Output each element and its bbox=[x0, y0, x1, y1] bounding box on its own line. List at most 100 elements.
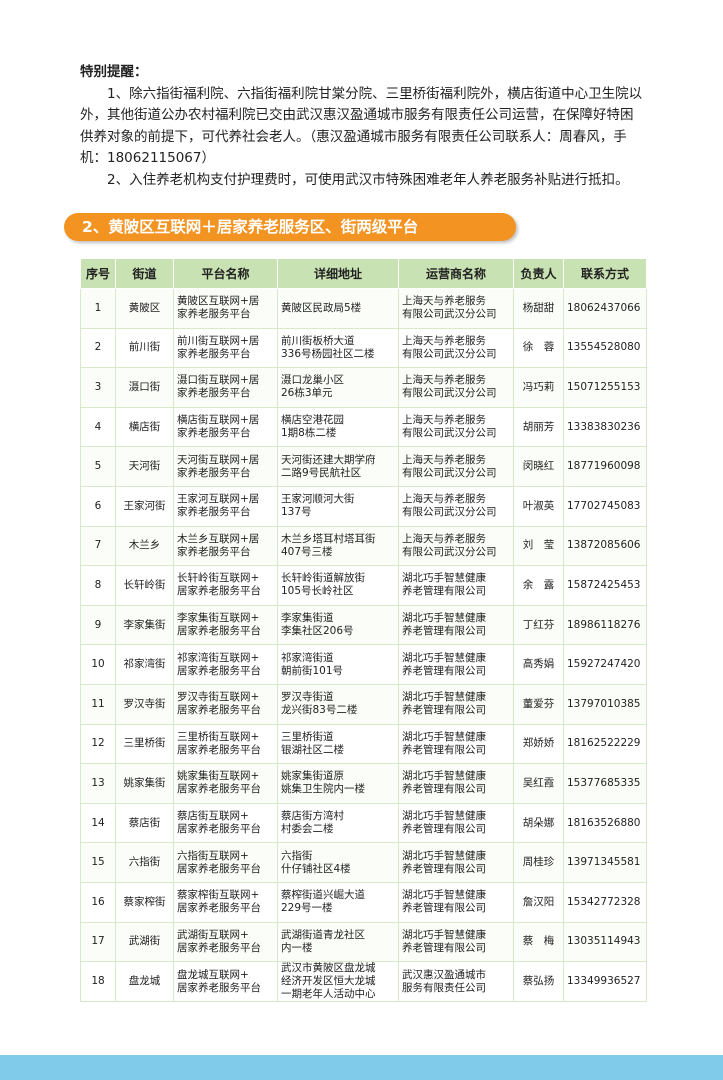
table-cell: 六指街 bbox=[115, 842, 174, 883]
cell-line: 17702745083 bbox=[567, 499, 641, 512]
table-cell: 胡朵娜 bbox=[513, 802, 564, 844]
cell-line: 横店街 bbox=[128, 420, 161, 433]
table-cell: 周桂珍 bbox=[513, 842, 564, 883]
cell-line: 村委会二楼 bbox=[281, 823, 334, 836]
table-cell: 6 bbox=[80, 485, 116, 527]
table-cell: 天河街互联网+居 家养老服务平台 bbox=[173, 446, 278, 487]
cell-line: 六指街 bbox=[128, 856, 161, 869]
table-cell: 湖北巧手智慧健康 养老管理有限公司 bbox=[398, 683, 514, 725]
table-cell: 横店街 bbox=[115, 406, 174, 448]
cell-line: 蔡店街互联网+ bbox=[177, 810, 249, 823]
table-cell: 12 bbox=[80, 723, 116, 765]
cell-line: 前川街互联网+居 bbox=[177, 334, 260, 347]
cell-line: 居家养老服务平台 bbox=[177, 585, 261, 598]
table-row: 15 六指街 六指街互联网+ 居家养老服务平台 六指街 什仔铺社区4楼 湖北巧手智慧健康 养老… bbox=[80, 842, 647, 883]
table-cell: 上海天与养老服务 有限公司武汉分公司 bbox=[398, 525, 514, 567]
table-row: 6 王家河街 王家河互联网+居 家养老服务平台 王家河顺河大街 137号 上海天与养老服务有… bbox=[80, 485, 647, 527]
cell-line: 养老管理有限公司 bbox=[402, 585, 486, 598]
table-cell: 木兰乡塔耳村塔耳街 407号三楼 bbox=[277, 525, 399, 567]
table-cell: 16 bbox=[80, 881, 116, 923]
cell-line: 家养老服务平台 bbox=[177, 427, 251, 440]
table-cell: 7 bbox=[80, 525, 116, 567]
table: 序号 街道 平台名称 详细地址 运营商名称 负责人 联系方式 1 黄陂区 黄陂区互联网+居 家养老… bbox=[80, 258, 647, 1003]
cell-line: 15377685335 bbox=[567, 776, 641, 789]
table-cell: 三里桥街道 银湖社区二楼 bbox=[277, 723, 399, 765]
cell-line: 居家养老服务平台 bbox=[177, 902, 261, 915]
header-row: 序号 街道 平台名称 详细地址 运营商名称 负责人 联系方式 bbox=[80, 258, 647, 289]
table-row: 7 木兰乡 木兰乡互联网+居 家养老服务平台 木兰乡塔耳村塔耳街 407号三楼 上海天与养老… bbox=[80, 525, 647, 567]
cell-line: 黄陂区民政局5楼 bbox=[281, 301, 362, 314]
cell-line: 养老管理有限公司 bbox=[402, 862, 486, 875]
cell-line: 18771960098 bbox=[567, 460, 641, 473]
cell-line: 9 bbox=[94, 618, 102, 631]
cell-line: 徐 蓉 bbox=[522, 341, 555, 354]
cell-line: 4 bbox=[94, 420, 102, 433]
table-row: 1 黄陂区 黄陂区互联网+居 家养老服务平台 黄陂区民政局5楼 上海天与养老服务 有限公司武… bbox=[80, 288, 647, 329]
table-cell: 滠口街 bbox=[115, 367, 174, 408]
cell-line: 姚家集街互联网+ bbox=[177, 770, 260, 783]
cell-line: 湖北巧手智慧健康 bbox=[402, 770, 486, 783]
cell-line: 三里桥街 bbox=[123, 737, 166, 750]
header-cell: 平台名称 bbox=[173, 258, 278, 289]
table-cell: 祁家湾街 bbox=[115, 644, 174, 685]
cell-line: 经济开发区恒大龙城 bbox=[281, 975, 376, 988]
cell-line: 336号杨园社区二楼 bbox=[281, 347, 375, 360]
cell-line: 13035114943 bbox=[567, 935, 641, 948]
table-cell: 上海天与养老服务 有限公司武汉分公司 bbox=[398, 367, 514, 408]
table-cell: 9 bbox=[80, 604, 116, 646]
table-cell: 武湖街互联网+ 居家养老服务平台 bbox=[173, 921, 278, 963]
table-cell: 18986118276 bbox=[563, 604, 647, 646]
table-row: 17 武湖街 武湖街互联网+ 居家养老服务平台 武湖街道青龙社区 内一楼 湖北巧手智慧健康养… bbox=[80, 921, 647, 963]
cell-line: 什仔铺社区4楼 bbox=[281, 862, 351, 875]
cell-line: 余 露 bbox=[522, 578, 555, 591]
header-cell: 街道 bbox=[115, 258, 174, 289]
table-cell: 祁家湾街道 朝前街101号 bbox=[277, 644, 399, 685]
cell-line: 罗汉寺街道 bbox=[281, 691, 334, 704]
table-row: 5 天河街 天河街互联网+居 家养老服务平台 天河街还建大期学府 二路9号民航社区 上海天与… bbox=[80, 446, 647, 487]
cell-line: 有限公司武汉分公司 bbox=[402, 387, 497, 400]
table-cell: 前川街互联网+居 家养老服务平台 bbox=[173, 327, 278, 369]
table-cell: 13554528080 bbox=[563, 327, 647, 369]
table-cell: 吴红霞 bbox=[513, 763, 564, 804]
cell-line: 银湖社区二楼 bbox=[281, 743, 344, 756]
table-cell: 王家河顺河大街 137号 bbox=[277, 485, 399, 527]
cell-line: 吴红霞 bbox=[522, 776, 555, 789]
table-cell: 13035114943 bbox=[563, 921, 647, 963]
table-cell: 黄陂区民政局5楼 bbox=[277, 288, 399, 329]
cell-line: 12 bbox=[91, 737, 105, 750]
table-cell: 长轩岭街互联网+ 居家养老服务平台 bbox=[173, 565, 278, 606]
table-cell: 李家集街互联网+ 居家养老服务平台 bbox=[173, 604, 278, 646]
cell-line: 郑娇娇 bbox=[522, 737, 555, 750]
cell-line: 14 bbox=[91, 816, 105, 829]
table-cell: 15377685335 bbox=[563, 763, 647, 804]
table-cell: 湖北巧手智慧健康 养老管理有限公司 bbox=[398, 644, 514, 685]
cell-line: 居家养老服务平台 bbox=[177, 783, 261, 796]
table-row: 18 盘龙城 盘龙城互联网+ 居家养老服务平台 武汉市黄陂区盘龙城 经济开发区恒大龙城 一期… bbox=[80, 961, 647, 1003]
cell-line: 祁家湾街道 bbox=[281, 651, 334, 664]
table-cell: 武湖街道青龙社区 内一楼 bbox=[277, 921, 399, 963]
cell-line: 横店街互联网+居 bbox=[177, 414, 260, 427]
paragraph: 2、入住养老机构支付护理费时，可使用武汉市特殊困难老年人养老服务补贴进行抵扣。 bbox=[107, 171, 629, 188]
cell-line: 长轩岭街 bbox=[123, 578, 166, 591]
table-cell: 蔡家榨街互联网+ 居家养老服务平台 bbox=[173, 881, 278, 923]
table-cell: 湖北巧手智慧健康 养老管理有限公司 bbox=[398, 604, 514, 646]
table-cell: 17702745083 bbox=[563, 485, 647, 527]
table-cell: 叶淑英 bbox=[513, 485, 564, 527]
cell-line: 18162522229 bbox=[567, 737, 641, 750]
cell-line: 木兰乡互联网+居 bbox=[177, 532, 260, 545]
cell-line: 罗汉寺街 bbox=[123, 697, 166, 710]
cell-line: 天河街 bbox=[128, 460, 161, 473]
table-cell: 15342772328 bbox=[563, 881, 647, 923]
notice-title: 特别提醒： bbox=[80, 64, 148, 80]
table-cell: 8 bbox=[80, 565, 116, 606]
cell-line: 胡朵娜 bbox=[522, 816, 555, 829]
cell-line: 湖北巧手智慧健康 bbox=[402, 572, 486, 585]
table-cell: 詹汉阳 bbox=[513, 881, 564, 923]
cell-line: 六指街互联网+ bbox=[177, 849, 249, 862]
cell-line: 居家养老服务平台 bbox=[177, 625, 261, 638]
cell-line: 丁红芬 bbox=[522, 618, 555, 631]
table-cell: 蔡弘扬 bbox=[513, 961, 564, 1003]
cell-line: 1期8栋二楼 bbox=[281, 427, 337, 440]
cell-line: 养老管理有限公司 bbox=[402, 704, 486, 717]
